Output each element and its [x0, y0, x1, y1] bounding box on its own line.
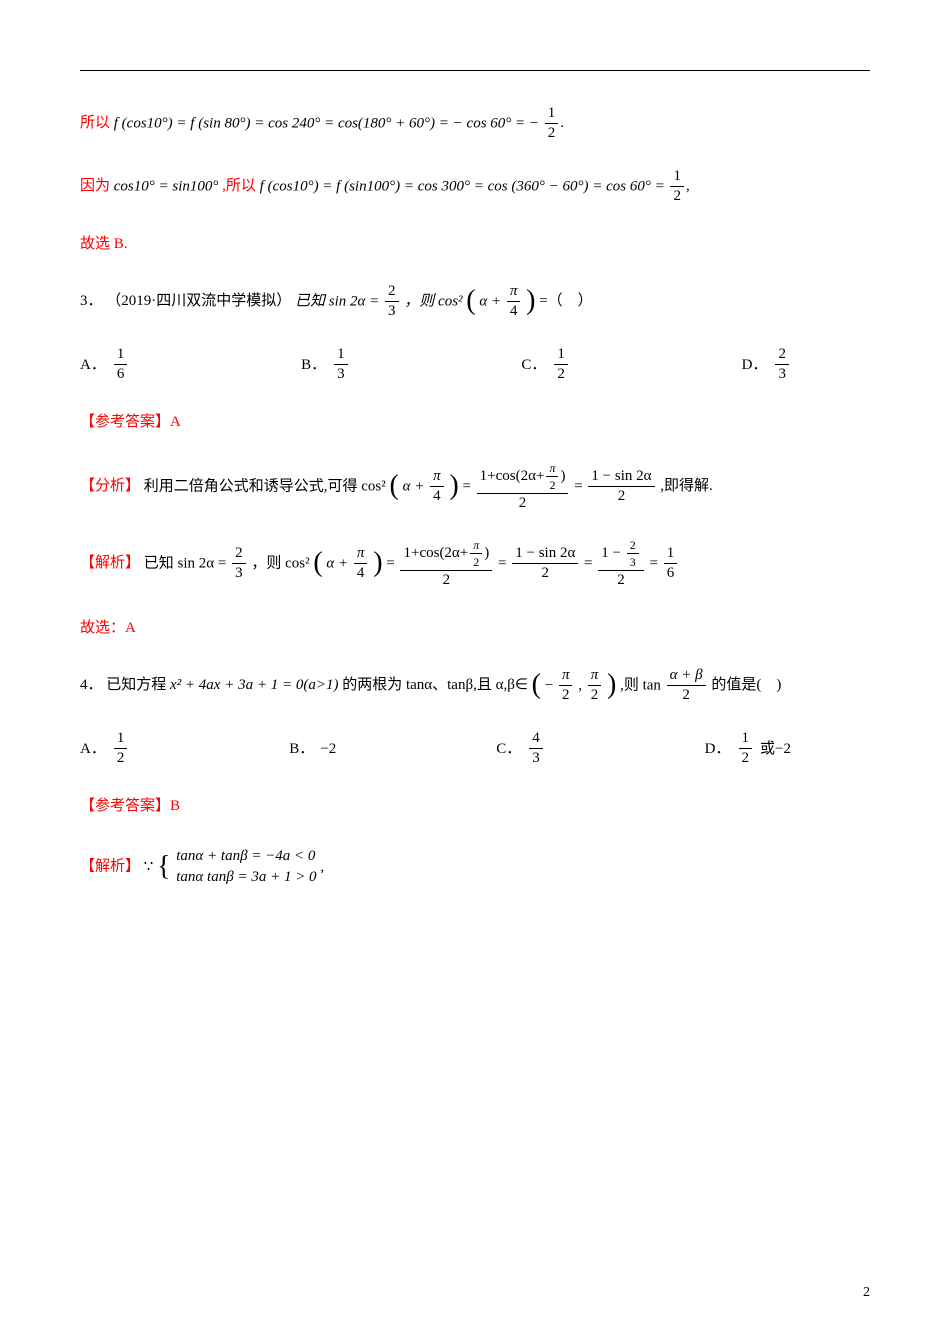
q3-option-b: B． 1 3	[301, 347, 350, 382]
q4-text-3: ,则 tan	[620, 678, 665, 694]
answer-value-4: B	[170, 798, 180, 814]
prefix-so: 所以	[80, 115, 114, 131]
case-system: tanα + tanβ = −4a < 0 tanα tanβ = 3a + 1…	[176, 846, 316, 888]
analysis-frac-2: 1 − sin 2α 2	[588, 469, 654, 504]
solution-line-1: 所以 f (cos10°) = f (sin 80°) = cos 240° =…	[80, 106, 870, 141]
q4-option-a: A． 1 2	[80, 731, 129, 766]
q4-tail: 的值是( )	[711, 677, 781, 693]
answer-select-a: 故选：A	[80, 616, 870, 640]
answer-label: 【参考答案】	[80, 414, 170, 430]
q3-option-d: D． 2 3	[742, 347, 791, 382]
analysis-frac-1: 1+cos(2α+π2) 2	[477, 462, 569, 511]
prefix-because: 因为	[80, 178, 114, 194]
paren-right-2: )	[449, 475, 458, 497]
q4-poly: x² + 4ax + 3a + 1 = 0(a>1)	[170, 677, 338, 693]
solution-line-2: 因为 cos10° = sin100° ,所以 f (cos10°) = f (…	[80, 169, 870, 204]
q3-frac-pi-4: π 4	[507, 284, 521, 319]
analysis-text-1: 利用二倍角公式和诱导公式,可得 cos²	[144, 479, 386, 495]
q3-option-c: C． 1 2	[521, 347, 570, 382]
q3-text-2: ，则 cos²	[404, 294, 462, 310]
q3-source: （2019·四川双流中学模拟）	[106, 293, 291, 309]
case-2: tanα tanβ = 3a + 1 > 0	[176, 867, 316, 888]
math-expr-2c: cos (360° − 60°) = cos 60° =	[488, 179, 669, 195]
solution-label: 【解析】	[80, 555, 140, 571]
q4-options: A． 1 2 B． −2 C． 4 3 D． 1 2 或−2	[80, 731, 791, 766]
math-expr-1: f (cos10°) = f (sin 80°) = cos 240° = co…	[114, 116, 543, 132]
answer-value: A	[170, 414, 181, 430]
q4-answer: 【参考答案】B	[80, 794, 870, 818]
q3-tail: =（ ）	[539, 293, 592, 309]
brace-left: {	[157, 856, 170, 878]
q3-text-1: 已知 sin 2α =	[295, 294, 383, 310]
interval-left: (	[532, 674, 541, 696]
question-4: 4． 已知方程 x² + 4ax + 3a + 1 = 0(a>1) 的两根为 …	[80, 668, 870, 703]
q4-option-c: C． 4 3	[496, 731, 545, 766]
case-1: tanα + tanβ = −4a < 0	[176, 846, 316, 867]
paren-left: (	[466, 290, 475, 312]
q3-options: A． 1 6 B． 1 3 C． 1 2 D． 2 3	[80, 347, 791, 382]
answer-label-4: 【参考答案】	[80, 798, 170, 814]
fraction-1-2: 1 2	[545, 106, 559, 141]
q3-solution: 【解析】 已知 sin 2α = 2 3 ，则 cos² ( α + π 4 )…	[80, 539, 870, 588]
math-expr-2a: cos10° = sin100°	[114, 179, 219, 195]
solution-label-4: 【解析】	[80, 858, 140, 874]
q4-option-b: B． −2	[289, 731, 336, 766]
sol4-tail: ,	[320, 859, 324, 875]
q3-analysis: 【分析】 利用二倍角公式和诱导公式,可得 cos² ( α + π 4 ) = …	[80, 462, 870, 511]
q4-text-1: 已知方程	[106, 677, 170, 693]
question-3: 3． （2019·四川双流中学模拟） 已知 sin 2α = 2 3 ，则 co…	[80, 284, 870, 319]
answer-select-b: 故选 B.	[80, 232, 870, 256]
math-expr-2b: f (cos10°) = f (sin100°) = cos 300° =	[260, 179, 488, 195]
tail-comma: ,	[686, 178, 690, 194]
q4-solution: 【解析】 ∵ { tanα + tanβ = −4a < 0 tanα tanβ…	[80, 846, 870, 888]
because-symbol: ∵	[144, 859, 154, 875]
q4-text-2: 的两根为 tanα、tanβ,且 α,β∈	[342, 677, 528, 693]
analysis-tail: ,即得解.	[660, 478, 713, 494]
analysis-label: 【分析】	[80, 478, 140, 494]
q3-option-a: A． 1 6	[80, 347, 129, 382]
tail-dot: .	[560, 115, 564, 131]
q3-answer: 【参考答案】A	[80, 410, 870, 434]
q3-inner-pre: α +	[479, 294, 505, 310]
interval-right: )	[607, 674, 616, 696]
page-divider	[80, 70, 870, 71]
paren-right: )	[526, 290, 535, 312]
q3-number: 3．	[80, 293, 103, 309]
q3-frac-2-3: 2 3	[385, 284, 399, 319]
q4-number: 4．	[80, 677, 103, 693]
q4-option-d: D． 1 2 或−2	[705, 731, 791, 766]
mid-so: ,所以	[222, 178, 256, 194]
document-page: 所以 f (cos10°) = f (sin 80°) = cos 240° =…	[0, 0, 950, 1344]
fraction-1-2b: 1 2	[670, 169, 684, 204]
page-number: 2	[863, 1282, 870, 1304]
paren-left-2: (	[390, 475, 399, 497]
